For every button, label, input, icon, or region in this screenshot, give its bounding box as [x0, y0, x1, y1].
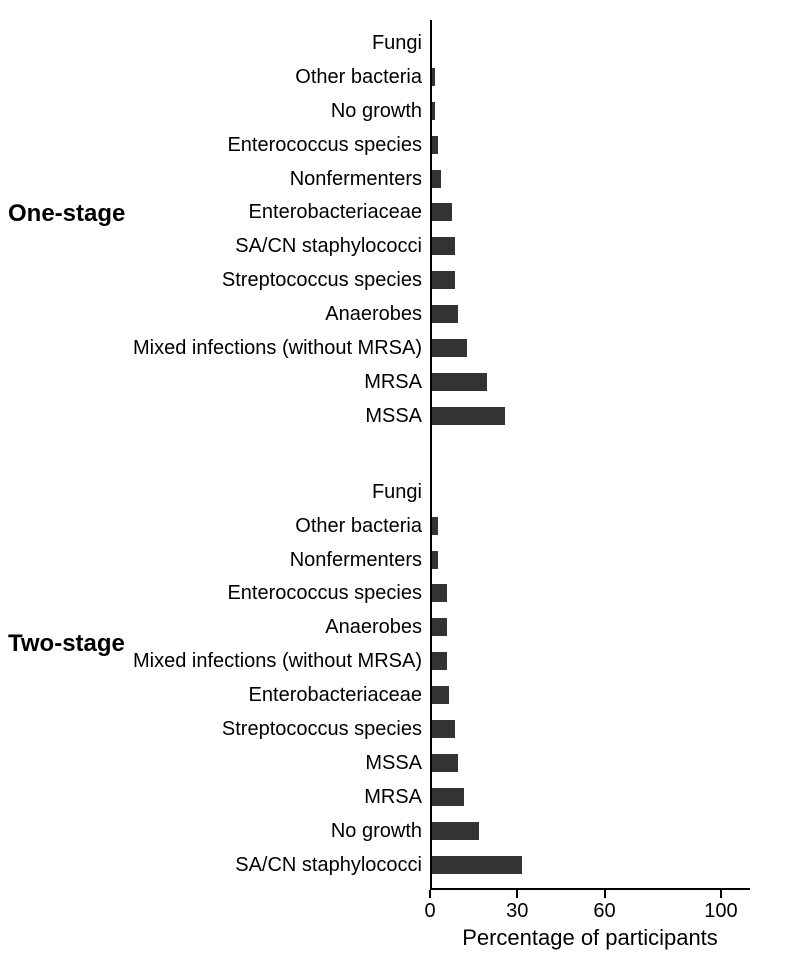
bar-row: Other bacteria [432, 515, 750, 537]
chart-container: Fungi Other bacteria No growth Enterococcus… [0, 0, 786, 961]
bar [432, 136, 438, 154]
bar [432, 170, 441, 188]
category-label: Enterococcus species [227, 134, 422, 156]
bar-row: Anaerobes [432, 303, 750, 325]
x-tick [604, 890, 606, 898]
category-label: Enterococcus species [227, 582, 422, 604]
bar-row: Enterococcus species [432, 134, 750, 156]
category-label: Nonfermenters [290, 168, 422, 190]
bar [432, 551, 438, 569]
group-title: One-stage [8, 200, 125, 228]
bar [432, 856, 522, 874]
category-label: Enterobacteriaceae [249, 201, 422, 223]
category-label: Fungi [372, 481, 422, 503]
bar [432, 618, 447, 636]
bar-row: Enterococcus species [432, 582, 750, 604]
bar-row: Nonfermenters [432, 168, 750, 190]
category-label: Anaerobes [325, 303, 422, 325]
bar [432, 788, 464, 806]
bar [432, 822, 479, 840]
bar-row: No growth [432, 100, 750, 122]
category-label: No growth [331, 100, 422, 122]
bar [432, 652, 447, 670]
x-tick [516, 890, 518, 898]
category-label: Mixed infections (without MRSA) [133, 337, 422, 359]
bar-row: Other bacteria [432, 66, 750, 88]
group-gap [432, 439, 750, 469]
category-label: Enterobacteriaceae [249, 684, 422, 706]
bar [432, 584, 447, 602]
category-label: Anaerobes [325, 616, 422, 638]
bar [432, 407, 505, 425]
category-label: Nonfermenters [290, 549, 422, 571]
category-label: Mixed infections (without MRSA) [133, 650, 422, 672]
category-label: MRSA [364, 371, 422, 393]
bar-row: SA/CN staphylococci [432, 235, 750, 257]
x-tick-label: 30 [506, 900, 528, 923]
x-axis-ticks: 03060100 [430, 890, 750, 910]
bar [432, 517, 438, 535]
bar-row: SA/CN staphylococci [432, 854, 750, 876]
bar-row: Fungi [432, 32, 750, 54]
category-label: SA/CN staphylococci [235, 235, 422, 257]
bar-row: MSSA [432, 752, 750, 774]
bar-row: MRSA [432, 786, 750, 808]
group-title: Two-stage [8, 630, 125, 658]
bar-row: Streptococcus species [432, 718, 750, 740]
category-label: Other bacteria [295, 515, 422, 537]
bar [432, 720, 455, 738]
bar-row: Nonfermenters [432, 549, 750, 571]
x-tick [429, 890, 431, 898]
bar-row: Mixed infections (without MRSA) [432, 337, 750, 359]
bar-rows: Fungi Other bacteria No growth Enterococcus… [432, 20, 750, 888]
x-tick-label: 60 [593, 900, 615, 923]
category-label: MSSA [365, 752, 422, 774]
bar [432, 373, 487, 391]
bar-row: Anaerobes [432, 616, 750, 638]
bar-row: MSSA [432, 405, 750, 427]
x-tick-label: 100 [704, 900, 737, 923]
bar [432, 686, 449, 704]
bar [432, 339, 467, 357]
bar-row: Enterobacteriaceae [432, 201, 750, 223]
category-label: Streptococcus species [222, 718, 422, 740]
bar [432, 102, 435, 120]
plot-area: Fungi Other bacteria No growth Enterococcus… [430, 20, 750, 890]
bar-row: No growth [432, 820, 750, 842]
bar [432, 68, 435, 86]
category-label: SA/CN staphylococci [235, 854, 422, 876]
bar [432, 237, 455, 255]
bar [432, 203, 452, 221]
category-label: Fungi [372, 32, 422, 54]
bar [432, 271, 455, 289]
bar [432, 754, 458, 772]
category-label: MSSA [365, 405, 422, 427]
bar-row: Streptococcus species [432, 269, 750, 291]
x-tick-label: 0 [424, 900, 435, 923]
x-axis-title: Percentage of participants [430, 925, 750, 951]
bar-row: Enterobacteriaceae [432, 684, 750, 706]
bar-row: Mixed infections (without MRSA) [432, 650, 750, 672]
category-label: Streptococcus species [222, 269, 422, 291]
category-label: Other bacteria [295, 66, 422, 88]
bar-row: Fungi [432, 481, 750, 503]
bar [432, 305, 458, 323]
x-tick [720, 890, 722, 898]
category-label: MRSA [364, 786, 422, 808]
bar-row: MRSA [432, 371, 750, 393]
category-label: No growth [331, 820, 422, 842]
